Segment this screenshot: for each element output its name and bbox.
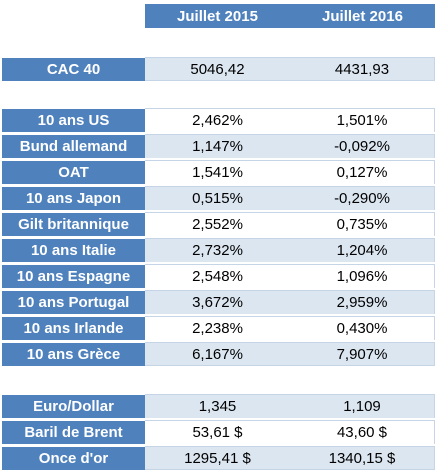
value-2015: 2,238% bbox=[145, 316, 290, 340]
table-row: Baril de Brent 53,61 $ 43,60 $ bbox=[2, 420, 435, 444]
value-2016: 0,127% bbox=[290, 160, 435, 184]
value-2015: 2,552% bbox=[145, 212, 290, 236]
row-label: 10 ans Portugal bbox=[2, 290, 145, 314]
table-row: 10 ans Grèce 6,167% 7,907% bbox=[2, 342, 435, 366]
row-label: Baril de Brent bbox=[2, 420, 145, 444]
value-2016: 1,096% bbox=[290, 264, 435, 288]
table-row: Euro/Dollar 1,345 1,109 bbox=[2, 394, 435, 418]
row-label: Gilt britannique bbox=[2, 212, 145, 236]
table-row: 10 ans Italie 2,732% 1,204% bbox=[2, 238, 435, 262]
value-2016: 1,501% bbox=[290, 108, 435, 132]
header-corner bbox=[2, 4, 145, 28]
value-2015: 2,732% bbox=[145, 238, 290, 262]
row-label: Euro/Dollar bbox=[2, 394, 145, 418]
value-2015: 1295,41 $ bbox=[145, 446, 290, 470]
value-2015: 3,672% bbox=[145, 290, 290, 314]
value-2015: 0,515% bbox=[145, 186, 290, 210]
table-row: 10 ans Irlande 2,238% 0,430% bbox=[2, 316, 435, 340]
row-label: 10 ans Grèce bbox=[2, 342, 145, 366]
value-2016: -0,092% bbox=[290, 134, 435, 158]
value-2015: 2,462% bbox=[145, 108, 290, 132]
table-row: OAT 1,541% 0,127% bbox=[2, 160, 435, 184]
value-2016: 1340,15 $ bbox=[290, 446, 435, 470]
table-row: 10 ans Espagne 2,548% 1,096% bbox=[2, 264, 435, 288]
table-row: 10 ans US 2,462% 1,501% bbox=[2, 108, 435, 132]
value-2016: -0,290% bbox=[290, 186, 435, 210]
row-label: 10 ans Japon bbox=[2, 186, 145, 210]
value-2015: 5046,42 bbox=[145, 57, 290, 81]
value-2016: 0,735% bbox=[290, 212, 435, 236]
table-row-cac40: CAC 40 5046,42 4431,93 bbox=[2, 57, 435, 81]
row-label: CAC 40 bbox=[2, 57, 145, 81]
row-label: 10 ans US bbox=[2, 108, 145, 132]
row-label: 10 ans Irlande bbox=[2, 316, 145, 340]
value-2016: 1,109 bbox=[290, 394, 435, 418]
value-2016: 7,907% bbox=[290, 342, 435, 366]
value-2015: 2,548% bbox=[145, 264, 290, 288]
header-row: Juillet 2015 Juillet 2016 bbox=[2, 4, 435, 28]
table-row: Once d'or 1295,41 $ 1340,15 $ bbox=[2, 446, 435, 470]
value-2016: 43,60 $ bbox=[290, 420, 435, 444]
row-label: Bund allemand bbox=[2, 134, 145, 158]
value-2015: 1,541% bbox=[145, 160, 290, 184]
row-label: 10 ans Italie bbox=[2, 238, 145, 262]
value-2015: 53,61 $ bbox=[145, 420, 290, 444]
header-july-2015: Juillet 2015 bbox=[145, 4, 290, 28]
value-2015: 1,345 bbox=[145, 394, 290, 418]
row-label: 10 ans Espagne bbox=[2, 264, 145, 288]
value-2016: 1,204% bbox=[290, 238, 435, 262]
value-2016: 2,959% bbox=[290, 290, 435, 314]
value-2015: 1,147% bbox=[145, 134, 290, 158]
table-row: 10 ans Portugal 3,672% 2,959% bbox=[2, 290, 435, 314]
value-2015: 6,167% bbox=[145, 342, 290, 366]
table-row: Gilt britannique 2,552% 0,735% bbox=[2, 212, 435, 236]
table-row: Bund allemand 1,147% -0,092% bbox=[2, 134, 435, 158]
value-2016: 4431,93 bbox=[290, 57, 435, 81]
table-row: 10 ans Japon 0,515% -0,290% bbox=[2, 186, 435, 210]
value-2016: 0,430% bbox=[290, 316, 435, 340]
row-label: OAT bbox=[2, 160, 145, 184]
row-label: Once d'or bbox=[2, 446, 145, 470]
header-july-2016: Juillet 2016 bbox=[290, 4, 435, 28]
